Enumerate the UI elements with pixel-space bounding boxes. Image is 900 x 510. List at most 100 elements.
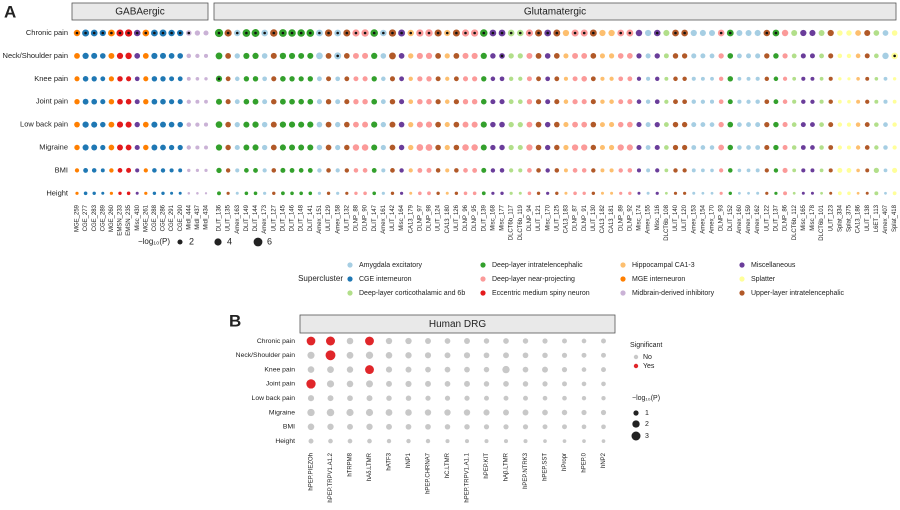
dot <box>535 144 542 151</box>
dot <box>161 191 165 196</box>
dot <box>317 168 322 173</box>
dot <box>483 409 490 416</box>
dot <box>306 379 316 389</box>
dot <box>773 144 779 151</box>
dot <box>846 122 852 127</box>
dot <box>289 144 296 151</box>
dot <box>536 168 541 173</box>
dot <box>472 191 477 196</box>
dot <box>837 53 843 59</box>
dot <box>347 395 353 402</box>
dot <box>819 122 824 127</box>
dot <box>610 191 614 195</box>
dot <box>371 121 378 128</box>
dot <box>581 381 587 387</box>
column-label: DLNP_91 <box>582 204 588 231</box>
dot <box>644 29 652 37</box>
dot <box>195 122 200 127</box>
dot <box>261 121 268 128</box>
dot <box>425 121 433 128</box>
dot <box>204 77 208 81</box>
dot <box>116 121 124 128</box>
column-label: ULIT_135 <box>226 204 232 231</box>
column-label: DLNP_89 <box>618 204 624 231</box>
dot <box>727 121 734 128</box>
column-label: Misc_165 <box>801 204 807 230</box>
dot <box>855 122 861 127</box>
dot <box>453 144 460 151</box>
dot <box>609 99 614 104</box>
dot <box>864 145 870 150</box>
dot <box>874 191 879 196</box>
column-label: CGE_291 <box>169 204 175 231</box>
dot <box>405 380 412 387</box>
column-label: DLNP_98 <box>427 204 433 231</box>
dot <box>490 121 496 128</box>
dot <box>545 168 550 173</box>
dot <box>663 122 669 128</box>
dot <box>554 99 560 105</box>
column-label: Amex_407 <box>883 204 889 233</box>
dot <box>117 168 123 173</box>
dot <box>74 144 80 151</box>
dot <box>626 144 633 151</box>
dot <box>215 121 223 128</box>
column-label: hPEP.SST <box>543 453 549 481</box>
dot <box>563 53 569 59</box>
size-legend-label: 6 <box>267 236 272 246</box>
dot <box>555 191 559 196</box>
dot <box>306 336 316 346</box>
significance-marker <box>363 31 367 35</box>
dot <box>542 338 548 344</box>
dot <box>655 191 659 195</box>
dot <box>828 76 833 81</box>
dot <box>160 144 166 151</box>
dot <box>783 191 788 196</box>
dot <box>691 53 697 59</box>
significance-marker <box>127 31 130 35</box>
dot <box>100 76 106 82</box>
dot <box>352 52 359 59</box>
dot <box>253 191 258 196</box>
dot <box>755 76 760 81</box>
dot <box>307 366 315 373</box>
dot <box>177 53 183 59</box>
dot <box>142 121 149 128</box>
dot <box>444 424 451 430</box>
dot <box>243 144 250 151</box>
dot <box>581 144 588 151</box>
color-legend-dot <box>347 262 353 268</box>
dot <box>499 168 505 173</box>
dot <box>690 29 697 37</box>
dot <box>883 99 888 104</box>
dot <box>591 168 596 173</box>
dot <box>235 191 239 195</box>
column-label: MidI_444 <box>186 204 192 229</box>
dot <box>405 423 412 430</box>
dot <box>160 121 166 128</box>
dot <box>490 168 496 173</box>
dot <box>672 121 679 128</box>
dot <box>718 121 724 128</box>
dot <box>143 168 148 173</box>
dot <box>444 366 451 373</box>
dot <box>435 52 442 59</box>
dot <box>617 144 624 151</box>
dot <box>892 99 897 104</box>
dot <box>563 144 569 151</box>
dot <box>74 52 80 59</box>
color-legend-dot <box>739 262 745 268</box>
dot <box>307 76 313 82</box>
dot <box>371 76 377 82</box>
dot <box>462 121 469 128</box>
dot <box>177 144 183 151</box>
dot <box>874 145 879 150</box>
dot <box>601 396 606 401</box>
dot <box>462 144 469 151</box>
dot <box>601 338 606 344</box>
dot <box>134 144 140 151</box>
column-label: DLNP_96 <box>463 204 469 231</box>
column-label: CA13_183 <box>564 204 570 233</box>
column-label: hPEP.0 <box>582 452 588 472</box>
dot <box>691 76 696 81</box>
